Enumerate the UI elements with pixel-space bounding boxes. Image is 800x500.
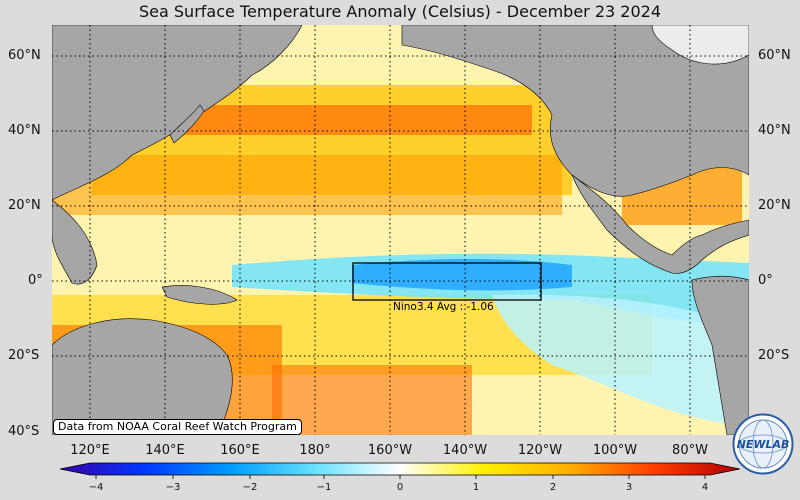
newlab-logo: NEWLAB bbox=[732, 413, 794, 475]
colorbar-tick-label: −2 bbox=[242, 482, 258, 493]
nino34-box bbox=[352, 262, 542, 301]
colorbar-tick-label: 3 bbox=[625, 482, 633, 493]
lat-label-left: 20°S bbox=[8, 348, 40, 363]
lon-label: 100°W bbox=[592, 443, 638, 458]
colorbar-fill bbox=[60, 462, 740, 476]
lon-label: 140°E bbox=[145, 443, 185, 458]
land-indochina bbox=[52, 199, 98, 285]
data-attribution: Data from NOAA Coral Reef Watch Program bbox=[53, 419, 302, 435]
lon-label: 80°W bbox=[672, 443, 708, 458]
lat-label-right: 40°N bbox=[758, 123, 791, 138]
colorbar-tick-marks bbox=[95, 475, 706, 479]
lat-label-left: 40°S bbox=[8, 424, 40, 439]
lon-label: 140°W bbox=[442, 443, 488, 458]
lat-label-left: 0° bbox=[28, 273, 43, 288]
land-new-guinea bbox=[161, 285, 238, 305]
grid-lines bbox=[52, 25, 749, 435]
map-title: Sea Surface Temperature Anomaly (Celsius… bbox=[139, 2, 661, 21]
lat-label-right: 20°S bbox=[758, 348, 790, 363]
colorbar-tick-label: 2 bbox=[549, 482, 557, 493]
sst-anomaly-map bbox=[52, 25, 749, 435]
lon-label: 160°W bbox=[367, 443, 413, 458]
logo-text: NEWLAB bbox=[737, 438, 790, 451]
cool-southeast bbox=[492, 294, 742, 425]
lat-label-right: 60°N bbox=[758, 48, 791, 63]
warm-band-mid bbox=[52, 155, 562, 215]
lat-label-left: 40°N bbox=[8, 123, 41, 138]
cold-core bbox=[352, 259, 572, 291]
lon-label: 120°E bbox=[70, 443, 110, 458]
lat-label-left: 60°N bbox=[8, 48, 41, 63]
land-mexico bbox=[571, 174, 749, 274]
colorbar-tick-label: −1 bbox=[316, 482, 332, 493]
lat-label-right: 0° bbox=[758, 273, 773, 288]
land-south-america bbox=[691, 275, 749, 435]
lon-label: 120°W bbox=[517, 443, 563, 458]
colorbar-tick-label: −3 bbox=[165, 482, 181, 493]
lon-label: 180° bbox=[299, 443, 331, 458]
colorbar-tick-label: 0 bbox=[396, 482, 404, 493]
colorbar-tick-label: 4 bbox=[701, 482, 709, 493]
land-japan bbox=[169, 104, 205, 144]
lat-label-right: 20°N bbox=[758, 198, 791, 213]
lon-label: 160°E bbox=[220, 443, 260, 458]
hot-band-southcentral bbox=[272, 365, 472, 435]
lat-label-left: 20°N bbox=[8, 198, 41, 213]
colorbar-tick-label: −4 bbox=[88, 482, 104, 493]
colorbar-tick-label: 1 bbox=[472, 482, 480, 493]
land-greenland bbox=[651, 25, 749, 65]
land-australia bbox=[52, 318, 233, 435]
nino34-label: Nino3.4 Avg : -1.06 bbox=[393, 301, 494, 313]
colorbar bbox=[60, 462, 740, 479]
